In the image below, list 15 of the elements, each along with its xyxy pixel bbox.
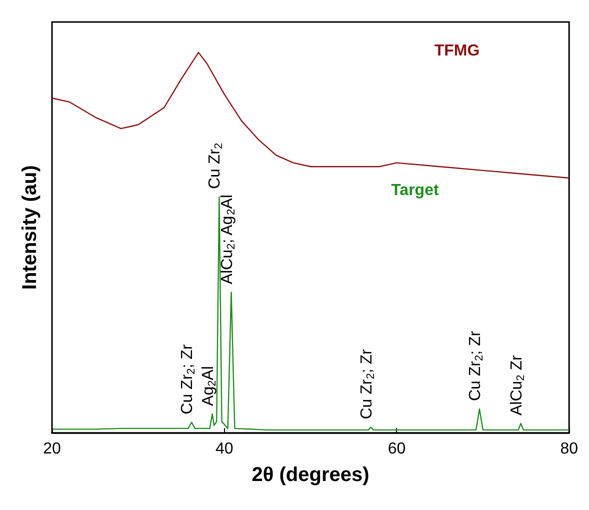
x-tick-label: 40 <box>215 440 234 458</box>
annotation: Cu Zr2; Zr <box>466 330 486 402</box>
annotation: Cu Zr2; Zr <box>358 348 377 420</box>
x-tick-label: 80 <box>560 440 578 458</box>
x-tick-label: 60 <box>388 440 406 458</box>
annotation: Ag2Al <box>200 366 218 406</box>
annotation: AlCu2; Ag2Al <box>218 194 238 284</box>
annotation: Cu Zr2 <box>206 142 226 190</box>
x-tick-label: 20 <box>43 440 61 458</box>
y-axis-title: Intensity (au) <box>19 165 41 290</box>
text: Target <box>391 182 440 200</box>
text: TFMG <box>434 42 480 60</box>
annotation: Cu Zr2; Zr <box>179 344 198 414</box>
annotation: AlCu2 Zr <box>508 354 527 416</box>
x-axis-title: 2θ (degrees) <box>252 464 370 486</box>
